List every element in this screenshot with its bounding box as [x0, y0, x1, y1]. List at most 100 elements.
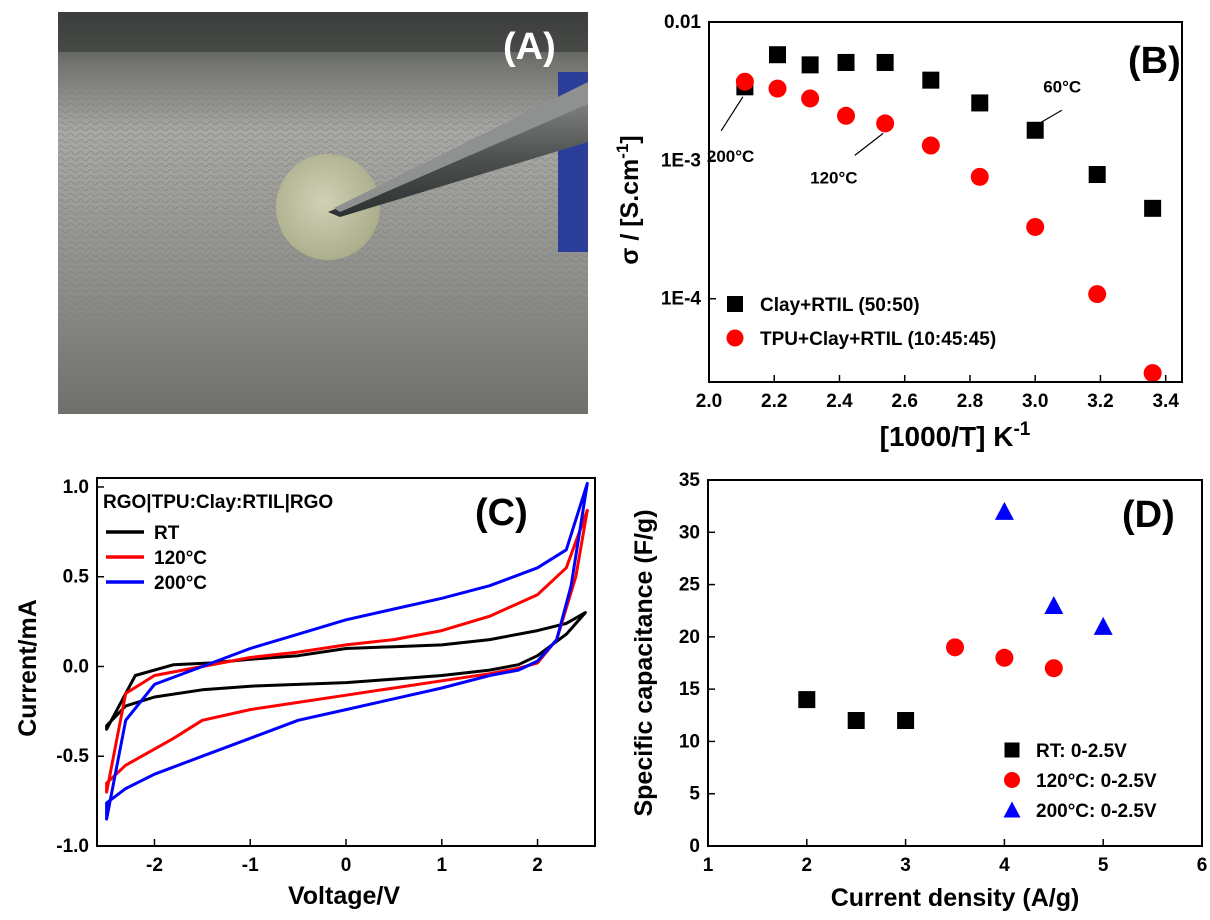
data-point	[876, 53, 894, 71]
data-point	[946, 638, 964, 657]
data-point	[735, 72, 754, 91]
data-point	[837, 53, 855, 71]
sample-photo: (A)	[58, 12, 588, 414]
y-axis-title: σ / [S.cm-1]	[613, 135, 644, 264]
data-point	[1026, 217, 1045, 236]
panel-d-label: (D)	[1122, 494, 1175, 536]
y-tick-label: 25	[679, 575, 701, 596]
x-tick-label: 2.8	[957, 391, 983, 412]
legend-label: RT: 0-2.5V	[1036, 741, 1127, 762]
legend-marker	[1004, 742, 1020, 758]
x-tick-label: 6	[1197, 855, 1208, 876]
y-axis-title: Current/mA	[14, 599, 42, 737]
x-tick-label: 3.2	[1087, 391, 1113, 412]
x-tick-label: 1	[436, 855, 447, 876]
legend-label: TPU+Clay+RTIL (10:45:45)	[760, 329, 996, 350]
y-tick-label: 10	[679, 731, 700, 752]
y-tick-label: 30	[679, 522, 700, 543]
photo-drawing	[58, 12, 588, 414]
data-point	[971, 94, 989, 112]
x-tick-label: 3.4	[1152, 391, 1179, 412]
data-point	[768, 79, 787, 98]
data-point	[837, 106, 856, 125]
data-point	[1088, 166, 1106, 184]
x-tick-label: 1	[703, 855, 714, 876]
legend-label: 120°C: 0-2.5V	[1036, 771, 1157, 792]
capacitance-chart: 1 2 3 4 5 6 0 5 10 15 20 25 30 35 RT: 0-2.5V 120°C: 0-2…	[600, 458, 1210, 915]
data-point	[1143, 364, 1162, 383]
annotation-arrow	[1040, 109, 1063, 123]
data-point	[801, 56, 819, 74]
x-tick-label: 2.6	[892, 391, 918, 412]
data-point	[798, 691, 816, 709]
capacitance-plot: 1 2 3 4 5 6 0 5 10 15 20 25 30 35 RT: 0-2.5V 120°C: 0-2…	[630, 470, 1208, 912]
y-tick-label: 0.0	[63, 656, 89, 677]
data-point	[801, 89, 820, 108]
y-tick-label: 1E-3	[661, 150, 701, 171]
legend-marker	[726, 329, 744, 347]
legend-label: 200°C	[154, 573, 207, 594]
data-point	[897, 712, 915, 730]
data-point	[922, 71, 940, 89]
legend-marker	[727, 296, 743, 312]
data-point	[1026, 121, 1044, 139]
y-tick-label: 1.0	[63, 477, 89, 498]
data-point	[769, 46, 787, 64]
x-tick-label: 2.0	[696, 391, 722, 412]
data-point	[995, 648, 1014, 667]
y-axis-title: Specific capacitance (F/g)	[630, 509, 658, 816]
data-point	[921, 136, 940, 155]
x-tick-label: 4	[999, 855, 1010, 876]
y-tick-label: 5	[689, 784, 700, 805]
legend-label: 200°C: 0-2.5V	[1036, 801, 1157, 822]
y-tick-label: -1.0	[56, 836, 89, 857]
data-point	[1088, 285, 1107, 304]
annotation-arrow	[854, 132, 884, 156]
annotation-label: 120°C	[810, 168, 857, 187]
x-tick-label: -2	[146, 855, 163, 876]
y-tick-label: 15	[679, 679, 701, 700]
legend-label: RT	[154, 523, 180, 544]
data-point	[1044, 595, 1064, 614]
cyclic-voltammetry-chart: -2 -1 0 1 2 -1.0 -0.5 0.0 0.5 1.0 RT 120°C 200°C RGO…	[0, 458, 600, 915]
x-tick-label: 5	[1098, 855, 1109, 876]
y-tick-label: 35	[679, 470, 701, 491]
x-tick-label: 2	[802, 855, 813, 876]
legend-marker	[1003, 801, 1021, 818]
data-point	[994, 501, 1014, 520]
x-axis-title: [1000/T] K-1	[880, 419, 1031, 452]
annotation-label: 60°C	[1043, 77, 1081, 96]
conductivity-plot: 2.0 2.2 2.4 2.6 2.8 3.0 3.2 3.4 1E-4 1E-3 0.01 200°…	[613, 12, 1183, 452]
cell-config-title: RGO|TPU:Clay:RTIL|RGO	[103, 492, 333, 513]
y-tick-label: 0.5	[63, 567, 90, 588]
y-tick-label: 1E-4	[661, 289, 702, 310]
x-tick-label: 2	[532, 855, 543, 876]
panel-b-label: (B)	[1128, 40, 1181, 82]
conductivity-chart: 2.0 2.2 2.4 2.6 2.8 3.0 3.2 3.4 1E-4 1E-3 0.01 200°…	[600, 0, 1210, 458]
cv-plot: -2 -1 0 1 2 -1.0 -0.5 0.0 0.5 1.0 RT 120°C 200°C RGO…	[14, 477, 596, 910]
data-point	[1144, 199, 1162, 217]
annotation-arrow	[720, 96, 744, 132]
x-tick-label: 2.4	[826, 391, 853, 412]
x-axis-title: Current density (A/g)	[831, 884, 1080, 912]
x-tick-label: 2.2	[761, 391, 787, 412]
x-tick-label: 3.0	[1022, 391, 1048, 412]
data-point	[1044, 659, 1063, 678]
series-line	[105, 481, 589, 821]
legend-label: Clay+RTIL (50:50)	[760, 295, 920, 316]
data-point	[1093, 616, 1113, 635]
panel-a-label: (A)	[503, 26, 556, 68]
legend-marker	[1004, 772, 1020, 788]
y-tick-label: -0.5	[56, 746, 89, 767]
x-tick-label: 3	[900, 855, 911, 876]
data-point	[876, 114, 895, 133]
legend-label: 120°C	[154, 548, 207, 569]
panel-c-label: (C)	[475, 492, 528, 534]
x-tick-label: 0	[341, 855, 352, 876]
data-point	[970, 167, 989, 186]
x-axis-title: Voltage/V	[288, 882, 400, 910]
annotation-label: 200°C	[707, 147, 754, 166]
y-tick-label: 20	[679, 627, 700, 648]
y-tick-label: 0	[689, 836, 700, 857]
sample-disk	[276, 154, 380, 260]
